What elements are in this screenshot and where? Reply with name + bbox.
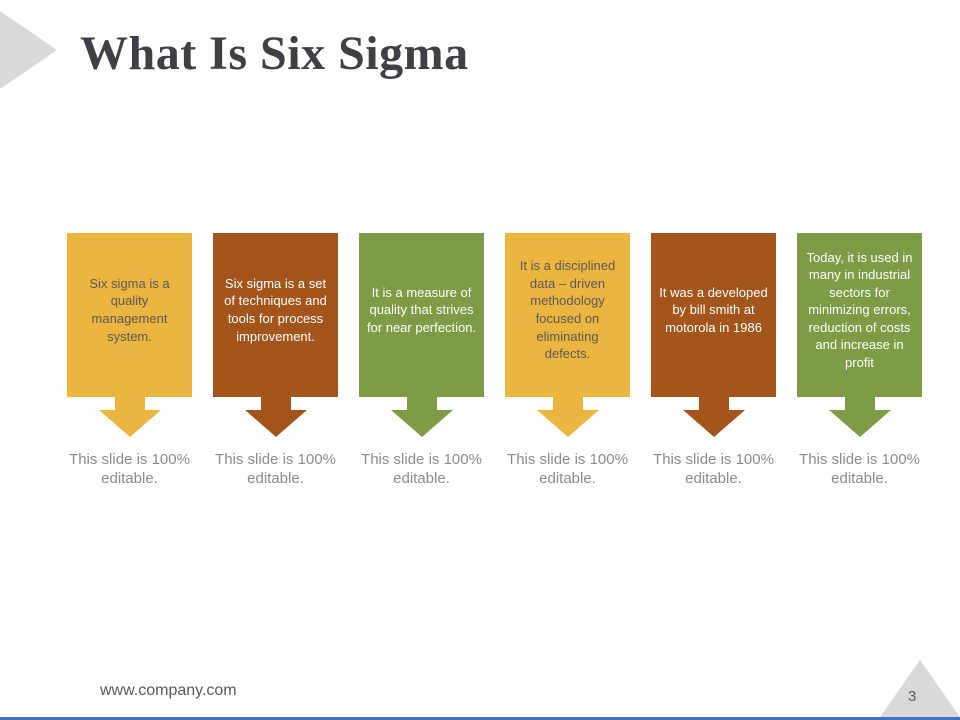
down-arrow-stem [552, 397, 583, 410]
bottom-accent-line [0, 717, 960, 720]
down-arrow-head [244, 410, 307, 437]
card-text-5: It was a developed by bill smith at moto… [659, 284, 768, 335]
card-column-5: It was a developed by bill smith at moto… [651, 233, 776, 489]
definition-card-6: Today, it is used in many in industrial … [797, 233, 922, 397]
card-text-4: It is a disciplined data – driven method… [519, 258, 616, 362]
down-arrow-icon [244, 397, 307, 437]
editable-caption-1: This slide is 100% editable. [69, 451, 190, 487]
down-arrow-icon [98, 397, 161, 437]
down-arrow-stem [698, 397, 729, 410]
six-sigma-cards-row: Six sigma is a quality management system… [67, 233, 922, 489]
down-arrow-head [682, 410, 745, 437]
down-arrow-icon [536, 397, 599, 437]
editable-caption-5: This slide is 100% editable. [653, 451, 774, 487]
card-text-6: Today, it is used in many in industrial … [806, 249, 913, 370]
definition-card-2: Six sigma is a set of techniques and too… [213, 233, 338, 397]
card-column-4: It is a disciplined data – driven method… [505, 233, 630, 489]
down-arrow-icon [682, 397, 745, 437]
footer-url: www.company.com [100, 682, 237, 699]
down-arrow-stem [260, 397, 291, 410]
down-arrow-icon [828, 397, 891, 437]
down-arrow-head [828, 410, 891, 437]
card-text-2: Six sigma is a set of techniques and too… [224, 275, 327, 344]
editable-caption-6: This slide is 100% editable. [799, 451, 920, 487]
down-arrow-head [390, 410, 453, 437]
card-column-6: Today, it is used in many in industrial … [797, 233, 922, 489]
card-column-3: It is a measure of quality that strives … [359, 233, 484, 489]
editable-caption-4: This slide is 100% editable. [507, 451, 628, 487]
down-arrow-head [536, 410, 599, 437]
definition-card-4: It is a disciplined data – driven method… [505, 233, 630, 397]
card-text-3: It is a measure of quality that strives … [366, 284, 477, 335]
editable-caption-3: This slide is 100% editable. [361, 451, 482, 487]
down-arrow-head [98, 410, 161, 437]
down-arrow-stem [114, 397, 145, 410]
title-accent-triangle-icon [0, 11, 57, 89]
page-number: 3 [908, 688, 917, 705]
down-arrow-stem [844, 397, 875, 410]
editable-caption-2: This slide is 100% editable. [215, 451, 336, 487]
card-text-1: Six sigma is a quality management system… [89, 275, 170, 344]
definition-card-5: It was a developed by bill smith at moto… [651, 233, 776, 397]
page-number-triangle-icon [878, 660, 960, 720]
card-column-1: Six sigma is a quality management system… [67, 233, 192, 489]
card-column-2: Six sigma is a set of techniques and too… [213, 233, 338, 489]
down-arrow-stem [406, 397, 437, 410]
down-arrow-icon [390, 397, 453, 437]
definition-card-3: It is a measure of quality that strives … [359, 233, 484, 397]
definition-card-1: Six sigma is a quality management system… [67, 233, 192, 397]
slide-title: What Is Six Sigma [80, 27, 469, 80]
